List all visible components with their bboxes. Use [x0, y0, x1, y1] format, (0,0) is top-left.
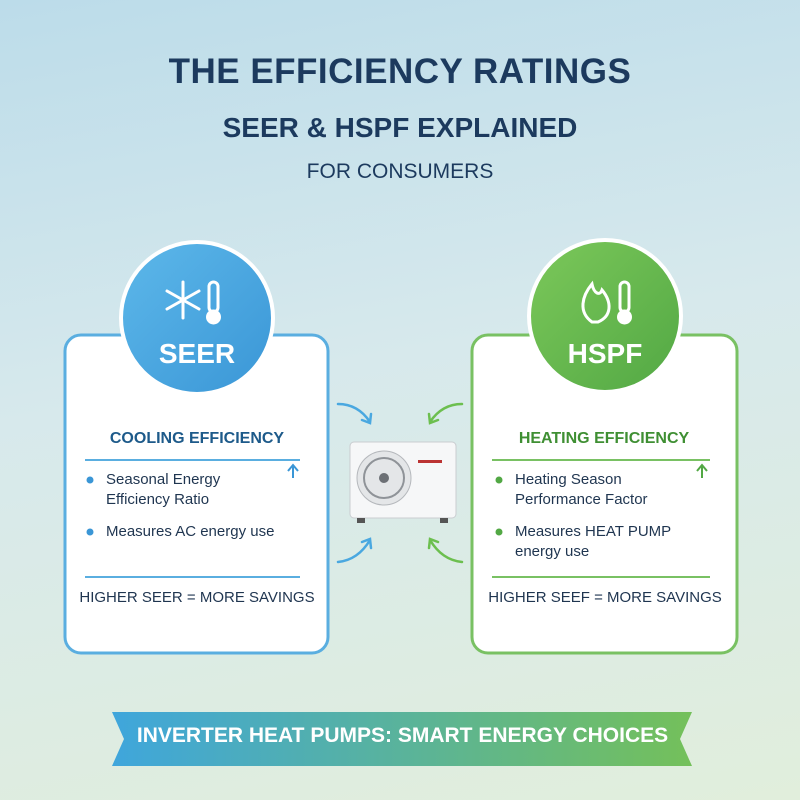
snowflake-icon: [165, 280, 201, 320]
bullet: Measures AC energy use: [106, 523, 275, 540]
thermometer-icon: [617, 280, 632, 325]
card-heading: HEATING EFFICIENCY: [518, 430, 690, 447]
bullet: Seasonal Energy Efficiency Ratio: [106, 471, 221, 508]
up-arrow: [287, 463, 299, 478]
bullet: Heating Season Performance Factor: [515, 471, 648, 508]
bullet-dot: [86, 476, 94, 484]
seer-badge: [119, 240, 275, 396]
banner-text: INVERTER HEAT PUMPS: SMART ENERGY CHOICE…: [136, 724, 669, 747]
tagline: FOR CONSUMERS: [306, 160, 494, 183]
outdoor-unit: [349, 441, 457, 523]
bullet-dot: [495, 476, 503, 484]
bullet: Measures HEAT PUMP energy use: [515, 523, 671, 560]
banner-ribbon: [112, 712, 692, 766]
bullet-dot: [86, 528, 94, 536]
card-heading: COOLING EFFICIENCY: [109, 430, 285, 447]
thermometer-icon: [206, 280, 221, 325]
bullet-dot: [495, 528, 503, 536]
card-footer: HIGHER SEER = MORE SAVINGS: [79, 589, 315, 606]
flame-icon: [581, 280, 611, 324]
subtitle: SEER & HSPF EXPLAINED: [222, 112, 578, 143]
title: THE EFFICIENCY RATINGS: [168, 52, 632, 91]
up-arrow: [696, 463, 708, 478]
flow-arrows: [336, 402, 464, 564]
badge-label: SEER: [158, 338, 236, 369]
badge-label: HSPF: [567, 338, 643, 369]
card-footer: HIGHER SEEF = MORE SAVINGS: [488, 589, 722, 606]
